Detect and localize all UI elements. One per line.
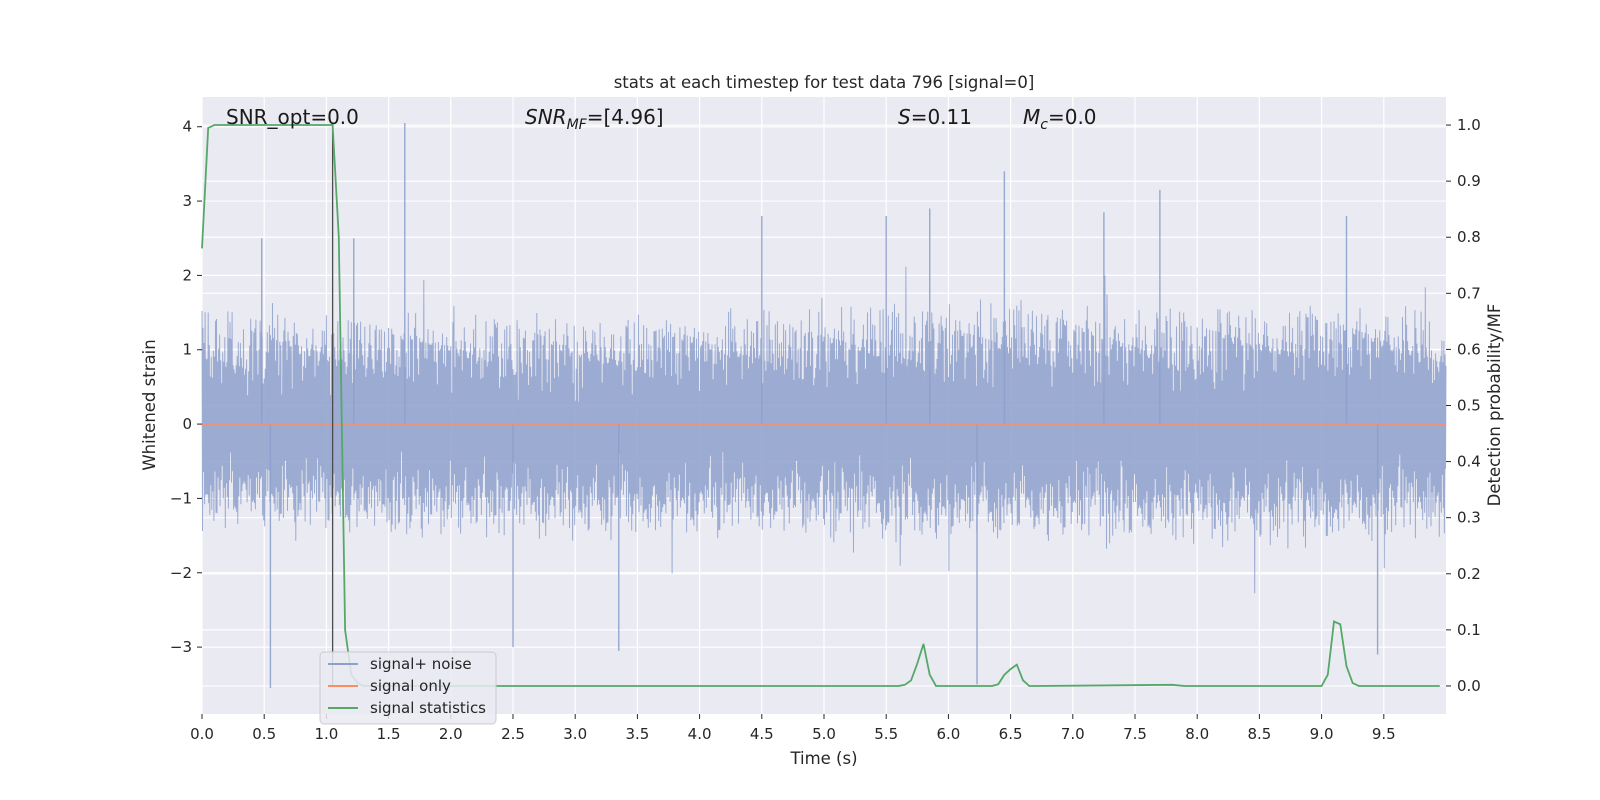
x-tick-label-3: 1.5 xyxy=(377,725,401,743)
signal-statistics-line xyxy=(201,124,1440,687)
y-tick-label-6: 3 xyxy=(182,192,192,210)
x-tick-label-4: 2.0 xyxy=(439,725,463,743)
x-tick-label-0: 0.0 xyxy=(190,725,214,743)
annotation-s-main: S xyxy=(898,105,911,129)
y2-tick-label-3: 0.3 xyxy=(1457,509,1481,527)
y2-tick-label-9: 0.9 xyxy=(1457,172,1481,190)
x-axis-label: Time (s) xyxy=(789,749,857,768)
x-tick-label-14: 7.0 xyxy=(1061,725,1085,743)
y2-tick-label-4: 0.4 xyxy=(1457,453,1481,471)
legend-label-signal-noise: signal+ noise xyxy=(370,655,472,673)
annotation-snr-mf-value: =[4.96] xyxy=(587,105,664,129)
y-tick-label-0: −3 xyxy=(170,638,192,656)
y-tick-label-7: 4 xyxy=(182,118,192,136)
y2-tick-label-5: 0.5 xyxy=(1457,397,1481,415)
annotation-snr-mf-main: SNR xyxy=(525,105,567,129)
x-tick-label-2: 1.0 xyxy=(314,725,338,743)
y-tick-label-3: 0 xyxy=(182,415,192,433)
x-tick-label-18: 9.0 xyxy=(1310,725,1334,743)
annotation-s: S=0.11 xyxy=(898,105,972,129)
annotation-snr-mf: SNRMF=[4.96] xyxy=(525,105,664,133)
y2-tick-label-2: 0.2 xyxy=(1457,565,1481,583)
y2-tick-label-1: 0.1 xyxy=(1457,621,1481,639)
y2-ticks: 0.0 0.1 0.2 0.3 0.4 0.5 0.6 0.7 0.8 0.9 1.0 xyxy=(1446,116,1481,695)
x-tick-label-8: 4.0 xyxy=(688,725,712,743)
y2-axis-label: Detection probability/MF xyxy=(1485,304,1504,507)
y2-tick-label-10: 1.0 xyxy=(1457,116,1481,134)
legend-box xyxy=(319,651,497,725)
x-tick-label-9: 4.5 xyxy=(750,725,774,743)
y-tick-label-2: −1 xyxy=(170,489,192,507)
x-tick-label-7: 3.5 xyxy=(625,725,649,743)
y-tick-label-5: 2 xyxy=(182,266,192,284)
y-ticks: −3 −2 −1 0 1 2 3 4 xyxy=(170,118,202,656)
annotation-mc-main: M xyxy=(1023,105,1040,129)
x-tick-label-5: 2.5 xyxy=(501,725,525,743)
y2-tick-label-7: 0.7 xyxy=(1457,284,1481,302)
x-ticks: 0.0 0.5 1.0 1.5 2.0 2.5 3.0 3.5 4.0 4.5 5.0 5.5 6.0 6… xyxy=(190,714,1396,743)
legend-label-signal-only: signal only xyxy=(370,677,451,695)
x-tick-label-1: 0.5 xyxy=(252,725,276,743)
annotation-s-value: =0.11 xyxy=(911,105,972,129)
y2-tick-label-6: 0.6 xyxy=(1457,340,1481,358)
x-tick-label-16: 8.0 xyxy=(1185,725,1209,743)
x-tick-label-13: 6.5 xyxy=(999,725,1023,743)
annotation-mc-value: =0.0 xyxy=(1048,105,1097,129)
x-tick-label-10: 5.0 xyxy=(812,725,836,743)
annotation-mc: Mc=0.0 xyxy=(1023,105,1097,133)
legend: signal+ noise signal only signal statist… xyxy=(319,651,497,725)
x-tick-label-15: 7.5 xyxy=(1123,725,1147,743)
y-tick-label-1: −2 xyxy=(170,564,192,582)
annotation-snr-opt: SNR_opt=0.0 xyxy=(226,105,359,129)
y-tick-label-4: 1 xyxy=(182,341,192,359)
y-axis-label: Whitened strain xyxy=(140,339,159,470)
legend-label-signal-statistics: signal statistics xyxy=(370,699,486,717)
series-signal-statistics xyxy=(201,124,1440,687)
annotation-mc-sub: c xyxy=(1040,117,1048,133)
x-tick-label-12: 6.0 xyxy=(936,725,960,743)
x-tick-label-11: 5.5 xyxy=(874,725,898,743)
annotation-snr-mf-sub: MF xyxy=(567,117,588,133)
series-signal-noise xyxy=(201,123,1447,688)
x-tick-label-6: 3.0 xyxy=(563,725,587,743)
y2-tick-label-0: 0.0 xyxy=(1457,677,1481,695)
x-tick-label-17: 8.5 xyxy=(1247,725,1271,743)
chart-title: stats at each timestep for test data 796… xyxy=(614,73,1035,92)
x-tick-label-19: 9.5 xyxy=(1372,725,1396,743)
noise-trace xyxy=(201,266,1447,594)
y2-tick-label-8: 0.8 xyxy=(1457,228,1481,246)
